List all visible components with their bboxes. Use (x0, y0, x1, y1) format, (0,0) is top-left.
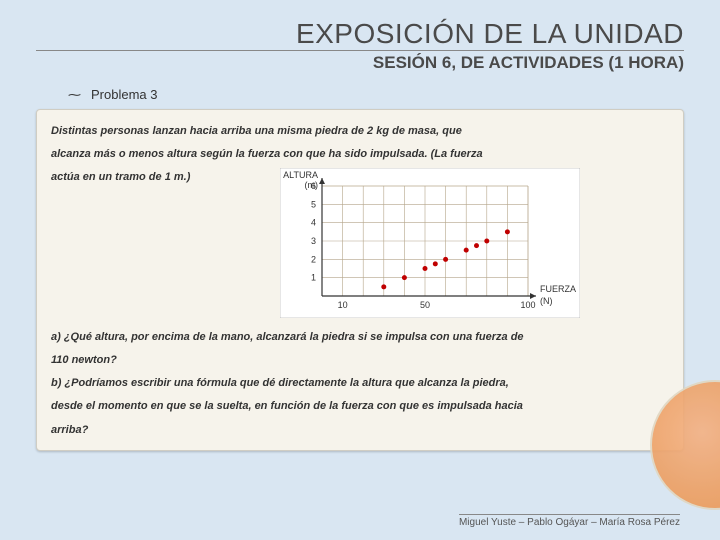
svg-text:(N): (N) (540, 296, 553, 306)
question-b-line3: arriba? (51, 419, 669, 442)
question-b-line2: desde el momento en que se la suelta, en… (51, 395, 669, 418)
problem-label: Problema 3 (68, 87, 684, 103)
content-box: Distintas personas lanzan hacia arriba u… (36, 109, 684, 451)
svg-text:3: 3 (311, 236, 316, 246)
page-subtitle: SESIÓN 6, DE ACTIVIDADES (1 HORA) (36, 50, 684, 73)
svg-text:4: 4 (311, 218, 316, 228)
question-a-line2: 110 newton? (51, 349, 669, 372)
scatter-chart: 1050100123456ALTURA(m)FUERZA(N) (280, 168, 580, 318)
svg-text:1: 1 (311, 273, 316, 283)
question-b-line1: b) ¿Podríamos escribir una fórmula que d… (51, 372, 669, 395)
chart-container: 1050100123456ALTURA(m)FUERZA(N) (280, 168, 580, 318)
questions: a) ¿Qué altura, por encima de la mano, a… (51, 326, 669, 441)
svg-text:5: 5 (311, 200, 316, 210)
page-title: EXPOSICIÓN DE LA UNIDAD (36, 18, 684, 50)
intro-line-3: actúa en un tramo de 1 m.) (51, 166, 190, 189)
svg-text:2: 2 (311, 255, 316, 265)
slide: EXPOSICIÓN DE LA UNIDAD SESIÓN 6, DE ACT… (0, 0, 720, 540)
svg-text:(m): (m) (304, 180, 318, 190)
intro-line-1: Distintas personas lanzan hacia arriba u… (51, 120, 669, 143)
title-block: EXPOSICIÓN DE LA UNIDAD SESIÓN 6, DE ACT… (36, 18, 684, 73)
svg-text:10: 10 (337, 300, 347, 310)
svg-text:50: 50 (420, 300, 430, 310)
intro-line-2: alcanza más o menos altura según la fuer… (51, 143, 669, 166)
footer-authors: Miguel Yuste – Pablo Ogáyar – María Rosa… (459, 514, 680, 528)
question-a-line1: a) ¿Qué altura, por encima de la mano, a… (51, 326, 669, 349)
svg-text:FUERZA: FUERZA (540, 284, 576, 294)
svg-text:ALTURA: ALTURA (283, 170, 318, 180)
svg-text:100: 100 (520, 300, 535, 310)
